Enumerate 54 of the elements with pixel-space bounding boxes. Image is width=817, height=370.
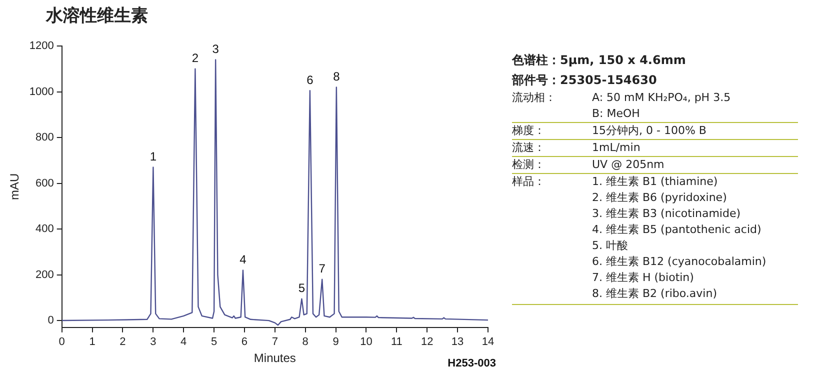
x-tick-label: 12	[421, 336, 434, 348]
annotation: 8	[333, 69, 340, 84]
annotation: 2	[192, 51, 199, 66]
y-tick-label: 200	[36, 268, 54, 281]
x-tick-label: 1	[89, 336, 96, 348]
x-tick-label: 6	[241, 336, 248, 348]
text: 色谱柱：5µm, 150 x 4.6mm	[512, 52, 686, 69]
y-tick-label: 0	[48, 314, 54, 327]
y-tick-label: 1200	[29, 40, 54, 52]
y-tick-label: 800	[36, 132, 54, 144]
annotation: 6	[306, 72, 314, 87]
x-tick-label: 4	[180, 336, 187, 348]
text: 1mL/min	[592, 140, 640, 156]
text: B: MeOH	[592, 106, 640, 122]
text: 部件号：25305-154630	[512, 72, 657, 89]
text: 检测：	[512, 157, 546, 173]
text: 流动相：	[512, 90, 557, 106]
annotation: 7	[318, 262, 326, 276]
text: 5. 叶酸	[592, 238, 628, 254]
text: H253-003	[448, 358, 496, 370]
x-tick-label: 5	[210, 336, 218, 348]
x-tick-label: 7	[272, 336, 278, 348]
x-tick-label: 9	[332, 336, 339, 348]
text: 梯度：	[512, 123, 546, 139]
y-tick-label: 1000	[29, 86, 54, 98]
x-tick-label: 2	[120, 336, 126, 348]
x-tick-label: 11	[390, 336, 402, 348]
x-tick-label: 10	[360, 336, 372, 348]
annotation: 3	[212, 42, 220, 56]
x-tick-label: 3	[150, 336, 156, 348]
annotation: 5	[298, 281, 306, 296]
x-tick-label: 13	[451, 336, 464, 348]
text: UV @ 205nm	[592, 157, 664, 173]
x-tick-label: 8	[302, 336, 308, 348]
annotation: 4	[240, 252, 247, 267]
text: 3. 维生素 B3 (nicotinamide)	[592, 206, 741, 222]
text: 1. 维生素 B1 (thiamine)	[592, 174, 718, 190]
text: 8. 维生素 B2 (ribo.avin)	[592, 286, 717, 302]
text: 6. 维生素 B12 (cyanocobalamin)	[592, 254, 766, 270]
y-axis-title: mAU	[8, 173, 22, 200]
x-axis-title: Minutes	[254, 351, 296, 366]
text: 样品：	[512, 174, 546, 190]
text: 15分钟内, 0 - 100% B	[592, 123, 706, 139]
text: 2. 维生素 B6 (pyridoxine)	[592, 190, 727, 206]
text: 流速：	[512, 140, 546, 156]
text: 4. 维生素 B5 (pantothenic acid)	[592, 222, 762, 238]
text: A: 50 mM KH₂PO₄, pH 3.5	[592, 90, 731, 106]
chart-title: 水溶性维生素	[46, 5, 148, 27]
annotation: 1	[150, 150, 157, 164]
x-tick-label: 14	[482, 336, 494, 348]
text: 7. 维生素 H (biotin)	[592, 270, 694, 286]
y-tick-label: 400	[36, 223, 54, 236]
y-tick-label: 600	[36, 177, 54, 190]
x-tick-label: 0	[58, 336, 65, 348]
